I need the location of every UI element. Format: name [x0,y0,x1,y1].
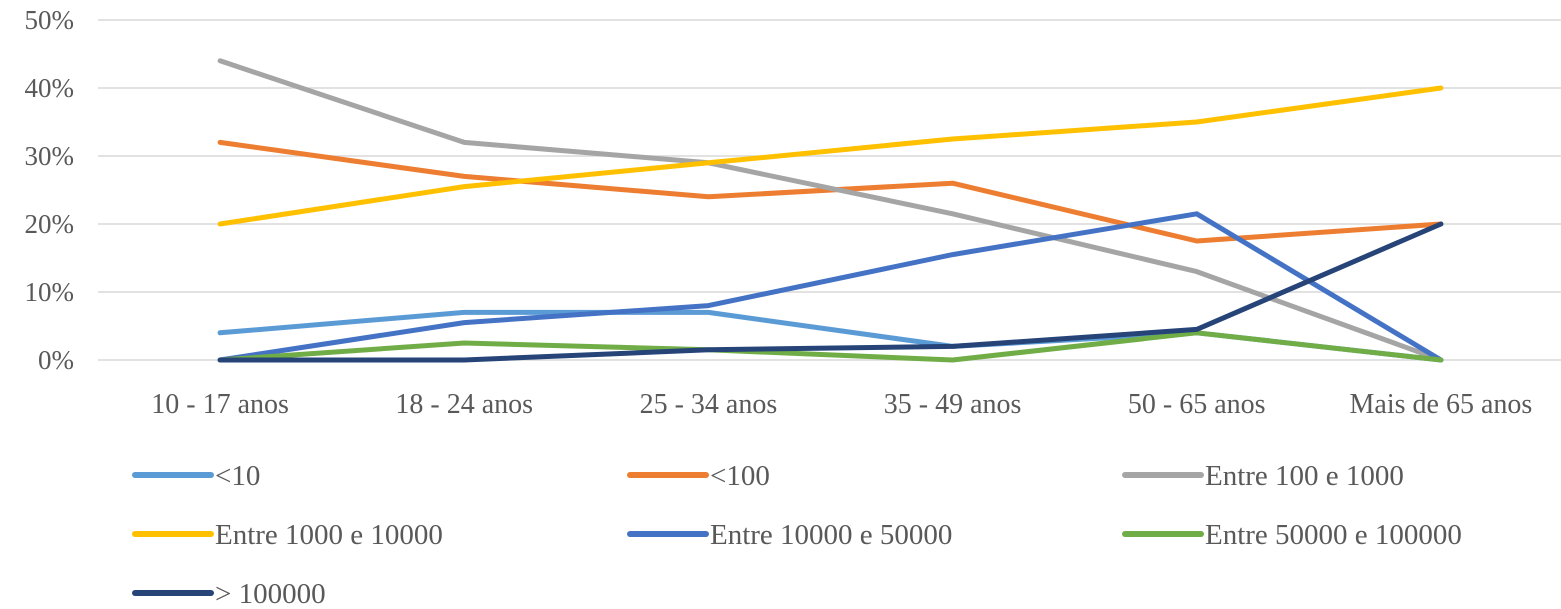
legend-label: <10 [215,460,260,492]
y-tick-label: 0% [38,345,74,375]
x-tick-label: 50 - 65 anos [1128,389,1266,420]
legend-item: <100 [627,460,770,492]
gridlines [98,19,1561,361]
x-tick-label: Mais de 65 anos [1350,389,1533,420]
legend-label: Entre 10000 e 50000 [710,519,952,551]
series-line-6 [217,221,1444,363]
legend-item: > 100000 [132,578,326,609]
series-lines [217,58,1444,363]
x-axis-ticks: 10 - 17 anos 18 - 24 anos 25 - 34 anos 35 -… [151,389,1532,420]
series-line-5 [217,330,1444,363]
legend-item: Entre 1000 e 10000 [132,519,443,551]
x-tick-label: 25 - 34 anos [640,389,778,420]
legend-label: > 100000 [215,578,326,609]
x-tick-label: 35 - 49 anos [884,389,1022,420]
legend-item: Entre 100 e 1000 [1122,460,1404,492]
y-axis-ticks: 0% 10% 20% 30% 40% 50% [25,5,75,375]
legend: <10 <100 Entre 100 e 1000 Entre 1000 e 1000… [132,460,1462,609]
x-tick-label: 18 - 24 anos [395,389,533,420]
legend-label: <100 [710,460,770,492]
y-tick-label: 20% [25,209,75,239]
series-line-4 [217,211,1444,363]
legend-item: Entre 50000 e 100000 [1122,519,1462,551]
legend-label: Entre 1000 e 10000 [215,519,443,551]
y-tick-label: 40% [25,73,75,103]
legend-item: Entre 10000 e 50000 [627,519,952,551]
legend-item: <10 [132,460,260,492]
y-tick-label: 10% [25,277,75,307]
legend-label: Entre 50000 e 100000 [1205,519,1462,551]
series-line-3 [217,85,1444,227]
y-tick-label: 50% [25,5,75,35]
legend-label: Entre 100 e 1000 [1205,460,1404,492]
series-line-1 [217,139,1444,244]
x-tick-label: 10 - 17 anos [151,389,289,420]
y-tick-label: 30% [25,141,75,171]
series-line-2 [217,58,1444,363]
